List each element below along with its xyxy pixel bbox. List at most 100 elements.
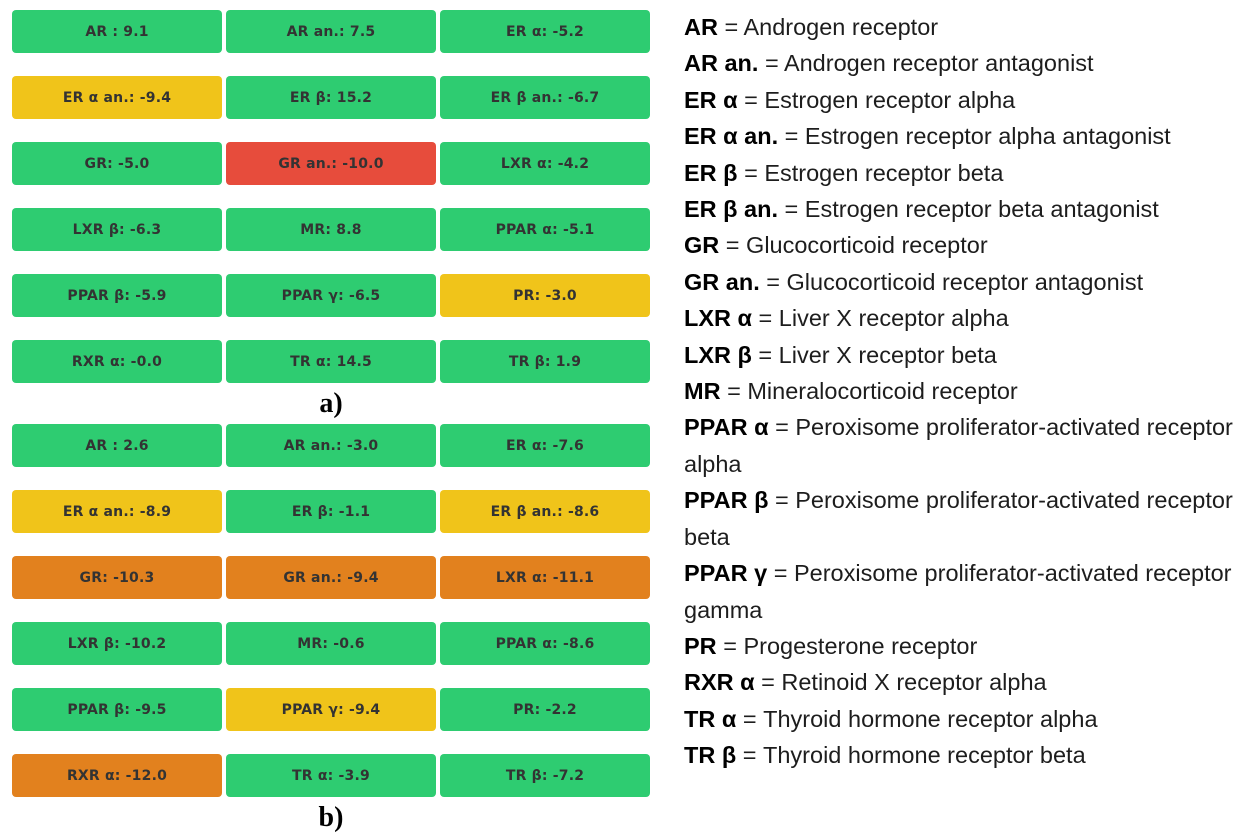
- panel-a-label: a): [319, 388, 343, 419]
- receptor-cell: LXR α: -11.1: [440, 556, 650, 599]
- legend-item: TR β = Thyroid hormone receptor beta: [684, 737, 1240, 773]
- legend-abbr: GR an.: [684, 268, 760, 295]
- legend-eq: =: [774, 487, 789, 514]
- receptor-cell: LXR β: -10.2: [12, 622, 222, 665]
- legend-item: PPAR β = Peroxisome proliferator-activat…: [684, 482, 1240, 555]
- legend-abbr: ER α an.: [684, 123, 779, 150]
- legend-abbr: PPAR γ: [684, 560, 768, 587]
- legend-eq: =: [744, 86, 758, 113]
- receptor-cell: AR : 2.6: [12, 424, 222, 467]
- receptor-cell: MR: 8.8: [226, 208, 436, 251]
- legend-eq: =: [784, 196, 799, 223]
- legend-abbr: RXR α: [684, 669, 755, 696]
- legend-full: Mineralocorticoid receptor: [747, 378, 1018, 405]
- legend-item: GR = Glucocorticoid receptor: [684, 227, 1240, 263]
- legend-abbr: ER β: [684, 159, 738, 186]
- legend-item: LXR β = Liver X receptor beta: [684, 337, 1240, 373]
- receptor-cell: PPAR α: -8.6: [440, 622, 650, 665]
- receptor-cell: GR: -10.3: [12, 556, 222, 599]
- receptor-cell: AR an.: 7.5: [226, 10, 436, 53]
- receptor-cell: PPAR γ: -9.4: [226, 688, 436, 731]
- receptor-cell: PR: -3.0: [440, 274, 650, 317]
- legend-eq: =: [758, 305, 773, 332]
- receptor-cell: PR: -2.2: [440, 688, 650, 731]
- legend-eq: =: [766, 268, 780, 295]
- receptor-cell: TR β: -7.2: [440, 754, 650, 797]
- receptor-cell: ER α an.: -8.9: [12, 490, 222, 533]
- figure-panels: AR : 9.1 AR an.: 7.5 ER α: -5.2 ER α an.…: [12, 10, 650, 833]
- receptor-cell: LXR α: -4.2: [440, 142, 650, 185]
- legend-full: Glucocorticoid receptor: [746, 232, 988, 259]
- legend-eq: =: [784, 123, 799, 150]
- receptor-cell: ER β: 15.2: [226, 76, 436, 119]
- receptor-cell: ER α: -5.2: [440, 10, 650, 53]
- legend-item: AR an. = Androgen receptor antagonist: [684, 45, 1240, 81]
- legend-abbr: MR: [684, 378, 721, 405]
- panel-b-label: b): [318, 802, 344, 833]
- legend-abbr: ER α: [684, 86, 738, 113]
- legend-abbr: ER β an.: [684, 196, 778, 223]
- legend-item: PPAR α = Peroxisome proliferator-activat…: [684, 409, 1240, 482]
- legend-full: Peroxisome proliferator-activated recept…: [684, 414, 1233, 477]
- legend-item: PR = Progesterone receptor: [684, 628, 1240, 664]
- receptor-cell: MR: -0.6: [226, 622, 436, 665]
- legend-eq: =: [764, 50, 779, 77]
- receptor-cell: GR an.: -10.0: [226, 142, 436, 185]
- receptor-cell: PPAR α: -5.1: [440, 208, 650, 251]
- legend-eq: =: [758, 341, 773, 368]
- legend-item: ER β an. = Estrogen receptor beta antago…: [684, 191, 1240, 227]
- legend-abbr: GR: [684, 232, 720, 259]
- legend-eq: =: [742, 742, 757, 769]
- legend-full: Retinoid X receptor alpha: [781, 669, 1047, 696]
- legend-item: PPAR γ = Peroxisome proliferator-activat…: [684, 555, 1240, 628]
- legend-eq: =: [723, 632, 737, 659]
- receptor-cell: GR an.: -9.4: [226, 556, 436, 599]
- legend-eq: =: [742, 705, 757, 732]
- receptor-cell: PPAR γ: -6.5: [226, 274, 436, 317]
- receptor-cell: ER β an.: -8.6: [440, 490, 650, 533]
- abbreviation-legend: AR = Androgen receptor AR an. = Androgen…: [662, 0, 1244, 838]
- legend-full: Estrogen receptor beta antagonist: [804, 196, 1159, 223]
- legend-eq: =: [724, 14, 739, 40]
- legend-full: Androgen receptor: [743, 14, 939, 40]
- receptor-cell: ER α an.: -9.4: [12, 76, 222, 119]
- receptor-cell: AR : 9.1: [12, 10, 222, 53]
- legend-item: GR an. = Glucocorticoid receptor antagon…: [684, 264, 1240, 300]
- receptor-cell: ER β an.: -6.7: [440, 76, 650, 119]
- receptor-cell: TR α: -3.9: [226, 754, 436, 797]
- legend-full: Estrogen receptor beta: [764, 159, 1004, 186]
- legend-full: Thyroid hormone receptor alpha: [763, 705, 1098, 732]
- legend-item: TR α = Thyroid hormone receptor alpha: [684, 701, 1240, 737]
- legend-item: LXR α = Liver X receptor alpha: [684, 300, 1240, 336]
- receptor-cell: ER β: -1.1: [226, 490, 436, 533]
- legend-full: Peroxisome proliferator-activated recept…: [684, 487, 1233, 550]
- legend-item: AR = Androgen receptor: [684, 9, 1240, 45]
- receptor-cell: TR α: 14.5: [226, 340, 436, 383]
- legend-full: Liver X receptor beta: [778, 341, 997, 368]
- legend-eq: =: [761, 669, 775, 696]
- legend-full: Androgen receptor antagonist: [783, 50, 1094, 77]
- legend-abbr: PR: [684, 632, 717, 659]
- legend-eq: =: [725, 232, 740, 259]
- legend-full: Estrogen receptor alpha antagonist: [804, 123, 1171, 150]
- legend-full: Peroxisome proliferator-activated recept…: [684, 560, 1232, 623]
- legend-abbr: AR: [684, 14, 718, 40]
- legend-eq: =: [775, 414, 789, 441]
- receptor-cell: GR: -5.0: [12, 142, 222, 185]
- legend-item: MR = Mineralocorticoid receptor: [684, 373, 1240, 409]
- legend-abbr: TR β: [684, 742, 737, 769]
- legend-abbr: PPAR α: [684, 414, 769, 441]
- panel-a-grid: AR : 9.1 AR an.: 7.5 ER α: -5.2 ER α an.…: [12, 10, 650, 383]
- legend-abbr: TR α: [684, 705, 737, 732]
- panel-b-grid: AR : 2.6 AR an.: -3.0 ER α: -7.6 ER α an…: [12, 424, 650, 797]
- legend-eq: =: [727, 378, 741, 405]
- legend-eq: =: [773, 560, 788, 587]
- receptor-cell: AR an.: -3.0: [226, 424, 436, 467]
- legend-full: Estrogen receptor alpha: [764, 86, 1016, 113]
- legend-item: ER β = Estrogen receptor beta: [684, 155, 1240, 191]
- receptor-cell: RXR α: -0.0: [12, 340, 222, 383]
- receptor-cell: PPAR β: -5.9: [12, 274, 222, 317]
- receptor-cell: ER α: -7.6: [440, 424, 650, 467]
- legend-full: Thyroid hormone receptor beta: [763, 742, 1086, 769]
